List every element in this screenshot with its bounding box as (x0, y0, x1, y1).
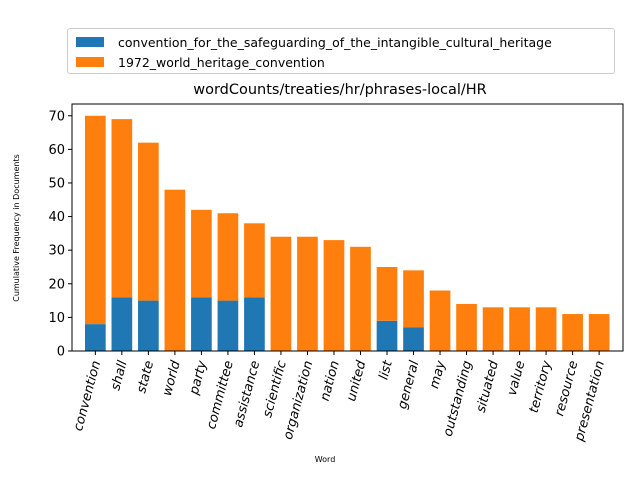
bar-intangible-list (376, 320, 398, 351)
bar-world-heritage-scientific (270, 236, 292, 351)
legend-entry-world-heritage: 1972_world_heritage_convention (76, 53, 325, 71)
bars-group (85, 115, 610, 351)
bar-world-heritage-nation (323, 240, 345, 351)
bar-intangible-shall (111, 297, 133, 351)
legend: convention_for_the_safeguarding_of_the_i… (67, 28, 615, 74)
bar-world-heritage-organization (297, 236, 318, 351)
y-tick-label-10: 10 (48, 311, 65, 326)
legend-swatch-intangible (76, 37, 104, 47)
bar-world-heritage-shall (111, 119, 133, 298)
bar-world-heritage-resource (562, 314, 583, 351)
bar-world-heritage-value (509, 307, 530, 351)
x-tick-label-nation: nation (318, 359, 343, 403)
bar-world-heritage-united (350, 246, 371, 351)
x-tick-label-world: world (160, 358, 184, 397)
x-tick-label-situated: situated (474, 358, 502, 414)
y-tick-label-70: 70 (48, 109, 65, 124)
x-tick-label-state: state (134, 359, 157, 395)
bar-world-heritage-state (138, 142, 159, 301)
x-tick-label-list: list (376, 358, 396, 381)
y-tick-label-30: 30 (48, 244, 65, 259)
bar-intangible-state (138, 300, 159, 351)
x-tick-label-territory: territory (527, 359, 555, 415)
bar-intangible-assistance (244, 297, 265, 351)
bar-world-heritage-convention (85, 115, 106, 325)
x-axis-label: Word (315, 455, 336, 464)
bar-intangible-convention (85, 324, 106, 351)
x-tick-label-resource: resource (552, 359, 581, 418)
chart-title: wordCounts/treaties/hr/phrases-local/HR (193, 82, 487, 98)
y-tick-label-20: 20 (48, 277, 65, 292)
y-tick-label-60: 60 (48, 143, 65, 158)
y-axis-label: Cumulative Frequency in Documents (12, 154, 21, 302)
y-tick-label-50: 50 (48, 176, 65, 191)
x-tick-label-convention: convention (71, 359, 104, 433)
x-tick-label-value: value (505, 359, 529, 397)
x-tick-label-party: party (187, 359, 211, 397)
legend-label-intangible: convention_for_the_safeguarding_of_the_i… (118, 34, 552, 50)
bar-world-heritage-assistance (244, 223, 265, 298)
x-tick-label-may: may (427, 359, 449, 391)
legend-swatch-world-heritage (76, 57, 104, 67)
y-tick-label-40: 40 (48, 210, 65, 225)
bar-world-heritage-situated (482, 307, 504, 351)
x-axis-ticks: convention shall state world partycommitteea… (71, 351, 608, 444)
bar-intangible-party (191, 297, 212, 351)
legend-label-world-heritage: 1972_world_heritage_convention (118, 54, 325, 70)
x-tick-label-scientific: scientific (260, 359, 290, 419)
bar-world-heritage-party (191, 209, 212, 298)
x-tick-label-general: general (395, 359, 422, 411)
bar-world-heritage-presentation (588, 314, 610, 351)
bar-intangible-committee (217, 300, 239, 351)
bar-intangible-general (403, 327, 424, 351)
plot-frame (71, 103, 624, 352)
x-tick-label-united: united (344, 358, 369, 403)
bar-world-heritage-territory (535, 307, 557, 351)
y-tick-label-0: 0 (57, 345, 65, 360)
bar-world-heritage-list (376, 266, 398, 321)
bar-world-heritage-general (403, 270, 424, 328)
legend-entry-intangible: convention_for_the_safeguarding_of_the_i… (76, 33, 552, 51)
y-axis-ticks: 0 10 20 30 40 50 60 70 (48, 109, 72, 360)
bar-world-heritage-may (429, 290, 451, 351)
x-tick-label-assistance: assistance (231, 359, 263, 429)
bar-world-heritage-outstanding (456, 303, 477, 351)
bar-world-heritage-committee (217, 213, 239, 301)
bar-world-heritage-world (164, 189, 186, 351)
x-tick-label-shall: shall (108, 359, 130, 392)
